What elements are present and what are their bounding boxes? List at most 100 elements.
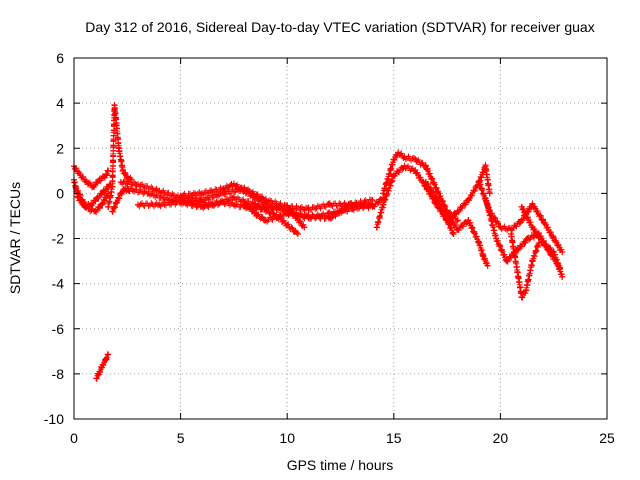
data-point (525, 235, 532, 242)
data-point (284, 210, 291, 217)
y-tick-label: -6 (52, 321, 65, 337)
data-point (422, 179, 429, 186)
data-point (390, 156, 397, 163)
data-point (294, 231, 301, 237)
data-point (135, 181, 141, 188)
data-point (373, 224, 380, 231)
tick-layer: 0 5 10 15 20 25 -10 -8 -6 -4 -2 0 2 4 6 (44, 50, 615, 446)
data-point (96, 368, 103, 375)
data-point (113, 122, 120, 129)
data-point (109, 183, 116, 190)
data-point (230, 181, 237, 188)
data-point (90, 183, 97, 190)
data-point (348, 201, 355, 208)
x-tick-label: 0 (70, 430, 78, 446)
data-point (109, 208, 116, 215)
data-point (497, 224, 504, 231)
data-point (103, 172, 109, 179)
data-point (124, 185, 131, 192)
data-point (514, 246, 521, 253)
chart-title: Day 312 of 2016, Sidereal Day-to-day VTE… (85, 19, 594, 35)
data-point (198, 203, 205, 210)
data-point (301, 224, 308, 231)
data-point (518, 203, 525, 210)
data-point (465, 197, 472, 204)
data-point (503, 258, 510, 265)
data-point (482, 163, 489, 170)
data-point (369, 197, 376, 204)
data-layer (71, 101, 566, 382)
series-satellite-track-05 (105, 101, 135, 211)
data-point (111, 102, 118, 109)
data-point (390, 172, 397, 179)
data-point (115, 145, 122, 152)
data-point (85, 206, 92, 213)
data-point (96, 176, 103, 183)
data-point (401, 154, 408, 161)
x-tick-label: 25 (599, 430, 615, 446)
data-point (559, 249, 566, 255)
data-point (135, 201, 141, 208)
data-point (395, 149, 402, 156)
x-axis-title: GPS time / hours (287, 457, 394, 473)
series-satellite-track-18 (508, 231, 542, 301)
data-point (433, 194, 440, 201)
data-point (92, 208, 99, 215)
data-point (484, 262, 491, 269)
grid-layer (74, 58, 607, 419)
data-point (450, 231, 457, 237)
data-point (124, 174, 131, 181)
data-point (493, 235, 500, 242)
data-point (518, 294, 525, 301)
data-point (98, 201, 105, 208)
data-point (523, 287, 529, 294)
data-point (380, 201, 387, 208)
y-tick-label: 2 (56, 140, 64, 156)
data-point (94, 194, 101, 201)
data-point (220, 185, 227, 192)
x-tick-label: 10 (279, 430, 295, 446)
data-point (540, 240, 546, 246)
data-point (480, 253, 487, 260)
series-satellite-track-15 (444, 212, 491, 269)
y-tick-label: 4 (56, 95, 64, 111)
data-point (105, 351, 112, 358)
y-tick-label: -2 (52, 231, 65, 247)
series-satellite-track-13 (380, 149, 461, 225)
data-point (230, 194, 237, 201)
data-point (305, 212, 312, 219)
data-point (422, 163, 429, 170)
data-point (241, 188, 248, 195)
data-point (326, 201, 333, 208)
data-point (198, 190, 205, 197)
data-point (105, 203, 112, 210)
data-point (486, 190, 493, 197)
data-point (177, 192, 184, 199)
data-point (241, 199, 248, 206)
data-point (83, 179, 90, 186)
data-point (177, 199, 184, 206)
y-tick-label: -8 (52, 366, 65, 382)
data-point (412, 167, 419, 174)
data-point (454, 226, 461, 233)
data-point (476, 240, 483, 246)
y-tick-label: 0 (56, 185, 64, 201)
y-tick-label: -4 (52, 276, 65, 292)
data-point (550, 249, 557, 255)
data-point (77, 172, 84, 179)
data-point (252, 210, 259, 217)
data-point (518, 217, 525, 224)
data-point (262, 201, 269, 208)
data-point (220, 199, 227, 206)
data-point (508, 231, 515, 237)
y-axis-title: SDTVAR / TECUs (7, 182, 23, 294)
data-point (100, 188, 107, 195)
data-point (540, 217, 546, 224)
data-point (156, 188, 163, 195)
data-point (117, 190, 124, 197)
data-point (79, 197, 86, 204)
x-tick-label: 5 (177, 430, 185, 446)
data-point (433, 185, 440, 192)
data-point (444, 212, 451, 219)
